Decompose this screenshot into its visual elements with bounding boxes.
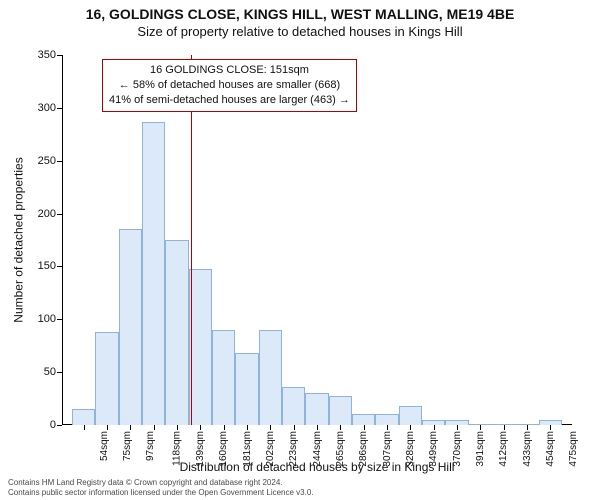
chart-plot-area: 05010015020025030035054sqm75sqm97sqm118s…: [62, 55, 572, 425]
histogram-bar: [259, 330, 282, 425]
x-axis-title: Distribution of detached houses by size …: [62, 460, 572, 474]
histogram-bar: [142, 122, 165, 425]
histogram-bar: [235, 353, 258, 425]
title-line-1: 16, GOLDINGS CLOSE, KINGS HILL, WEST MAL…: [0, 6, 600, 22]
footer-line-1: Contains HM Land Registry data © Crown c…: [8, 478, 314, 488]
title-line-2: Size of property relative to detached ho…: [0, 24, 600, 39]
histogram-bar: [95, 332, 118, 425]
histogram-bar: [329, 396, 352, 425]
histogram-bar: [375, 414, 398, 425]
x-tick-label: 54sqm: [99, 431, 110, 461]
footer-line-2: Contains public sector information licen…: [8, 488, 314, 498]
histogram-bar: [72, 409, 95, 425]
histogram-bar: [352, 414, 375, 425]
chart-title-block: 16, GOLDINGS CLOSE, KINGS HILL, WEST MAL…: [0, 6, 600, 39]
y-axis-title: Number of detached properties: [10, 55, 28, 425]
histogram-bar: [282, 387, 305, 425]
histogram-bar: [305, 393, 328, 425]
histogram-bar: [119, 229, 142, 425]
histogram-bar: [212, 330, 235, 425]
histogram-bar: [399, 406, 422, 425]
license-footer: Contains HM Land Registry data © Crown c…: [8, 478, 314, 498]
property-annotation-box: 16 GOLDINGS CLOSE: 151sqm← 58% of detach…: [102, 59, 357, 112]
x-tick-label: 97sqm: [145, 431, 156, 461]
histogram-bar: [165, 240, 188, 425]
x-tick-label: 75sqm: [122, 431, 133, 461]
